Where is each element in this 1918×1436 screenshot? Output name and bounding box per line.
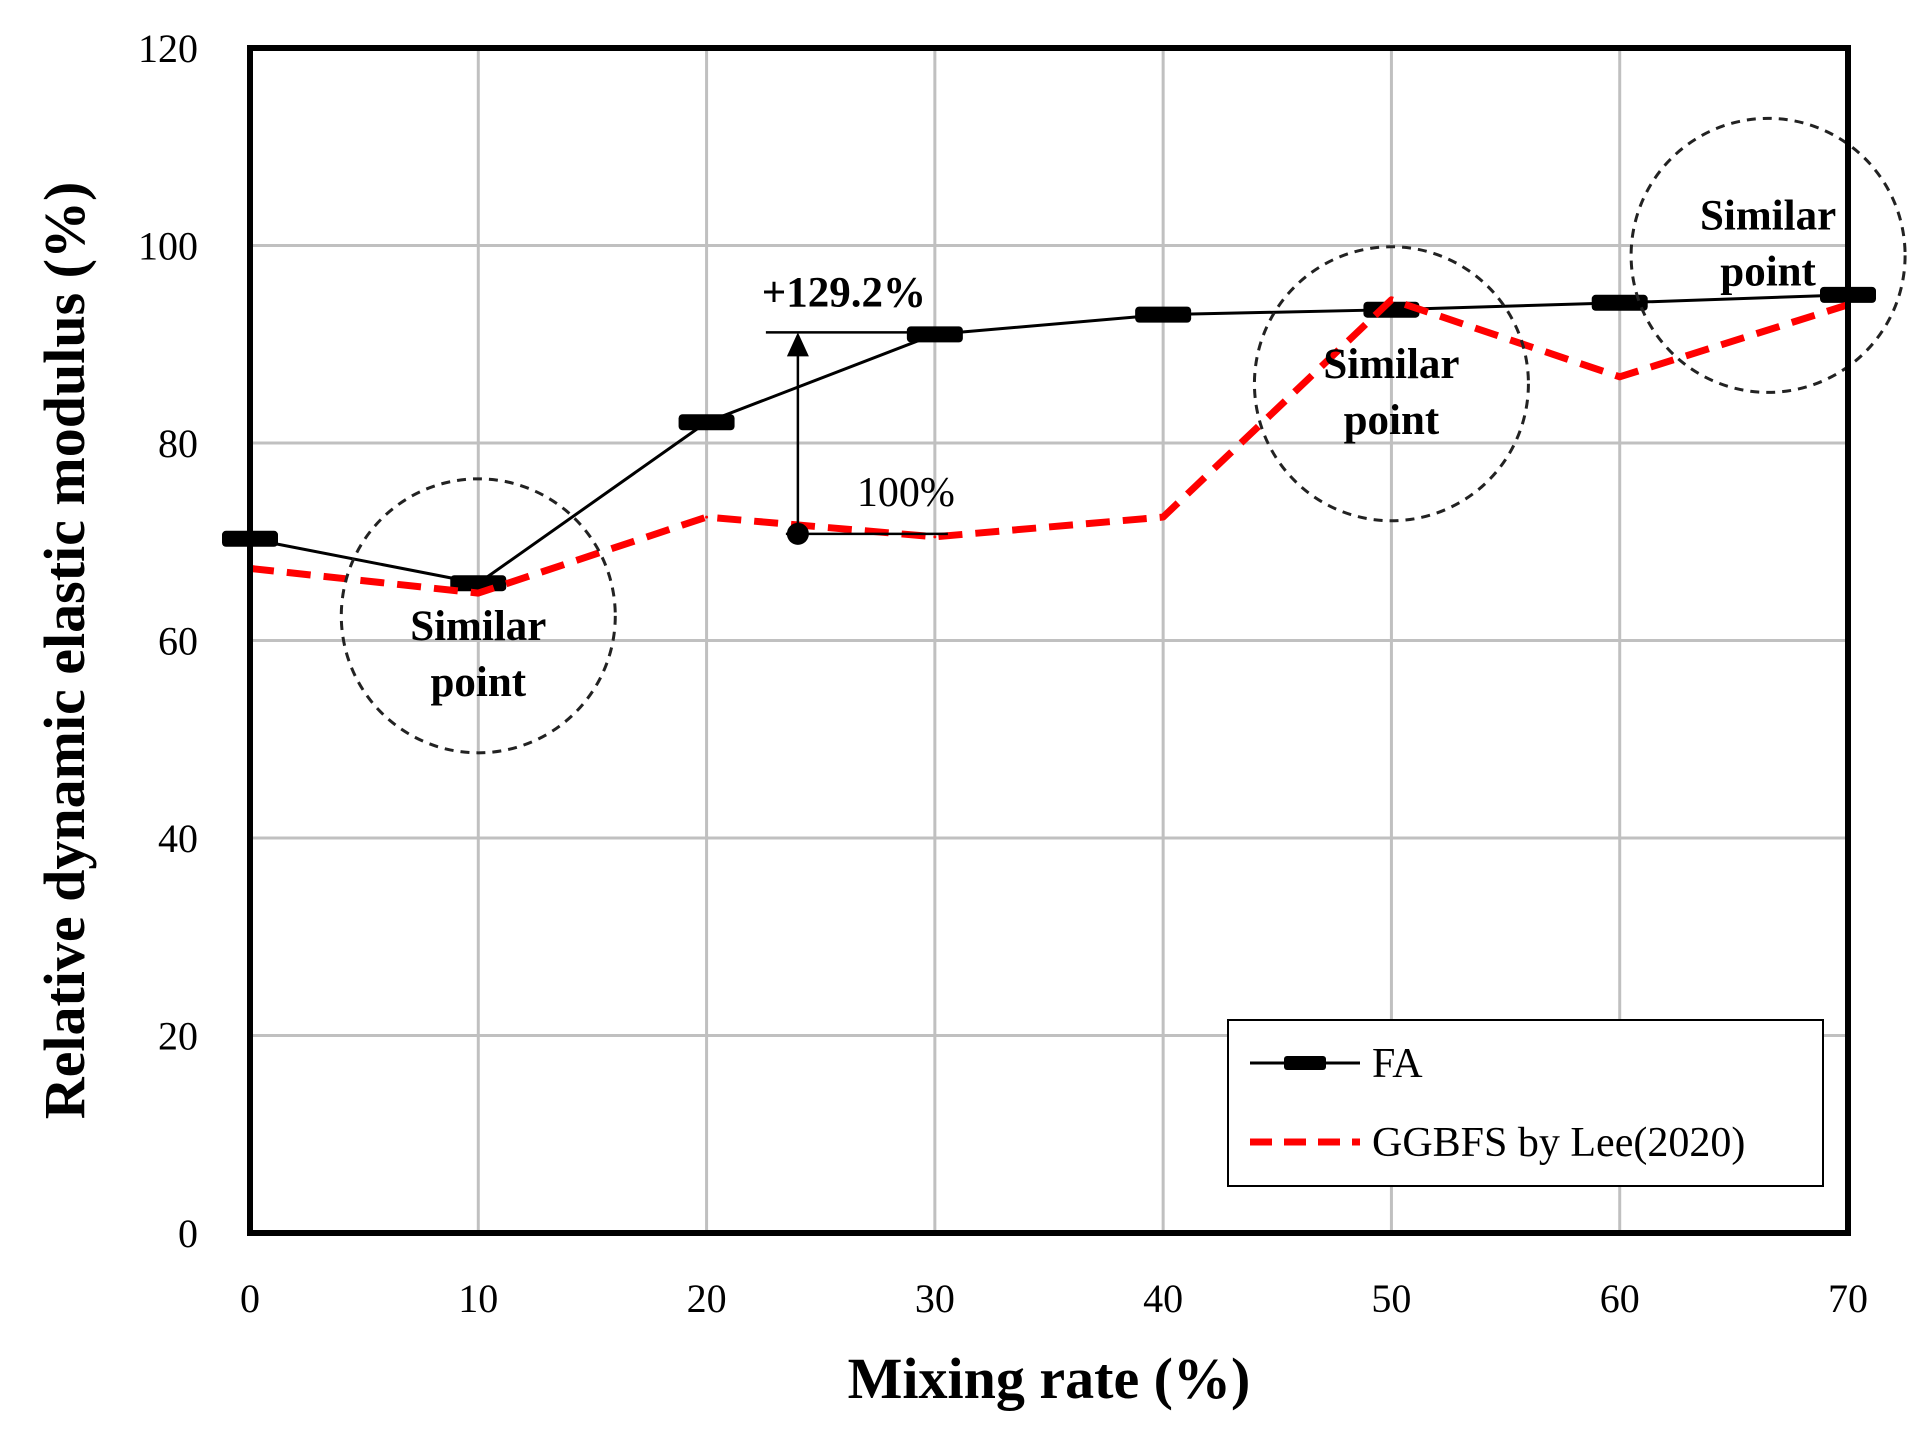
similar-point-label: Similar <box>1323 341 1459 388</box>
similar-point-label: point <box>430 659 526 706</box>
x-axis-title: Mixing rate (%) <box>848 1346 1251 1411</box>
legend-ggbfs-label: GGBFS by Lee(2020) <box>1372 1120 1745 1166</box>
y-tick-label-40: 40 <box>158 816 198 861</box>
ggbfs-point <box>1161 515 1165 519</box>
x-tick-label-20: 20 <box>687 1276 727 1321</box>
similar-point-label: Similar <box>1700 192 1836 239</box>
tick-labels: 0 10 20 30 40 50 60 70 0 20 40 60 80 100 120 <box>138 26 1868 1321</box>
fa-marker <box>1591 294 1648 311</box>
ggbfs-line <box>249 296 1850 597</box>
x-tick-label-40: 40 <box>1143 1276 1183 1321</box>
y-tick-label-60: 60 <box>158 619 198 664</box>
y-tick-label-20: 20 <box>158 1014 198 1059</box>
y-tick-label-80: 80 <box>158 421 198 466</box>
base-label: 100% <box>857 470 955 516</box>
plot-frame <box>247 45 1851 1236</box>
similar-point-circle <box>1252 245 1530 523</box>
annotations: Similar point Similar point Similar point +129… <box>339 116 1907 755</box>
ggbfs-point <box>476 591 480 595</box>
legend-fa-marker <box>1284 1056 1326 1070</box>
ggbfs-point <box>1389 298 1393 302</box>
x-tick-label-0: 0 <box>240 1276 260 1321</box>
ggbfs-point <box>705 515 709 519</box>
similar-point-label: Similar <box>410 603 546 650</box>
x-tick-label-10: 10 <box>458 1276 498 1321</box>
fa-line <box>249 293 1849 585</box>
ggbfs-point <box>933 535 937 539</box>
similar-point-label: point <box>1720 248 1816 295</box>
increase-arrow-head <box>786 332 809 357</box>
similar-point-label: point <box>1344 397 1440 444</box>
legend-box <box>1227 1019 1824 1187</box>
y-tick-label-120: 120 <box>138 26 198 71</box>
legend-fa-label: FA <box>1372 1041 1423 1087</box>
fa-marker <box>450 575 507 592</box>
fa-series <box>222 286 1876 592</box>
x-tick-label-30: 30 <box>915 1276 955 1321</box>
x-tick-label-70: 70 <box>1828 1276 1868 1321</box>
y-tick-label-0: 0 <box>178 1211 198 1256</box>
fa-marker <box>906 326 963 343</box>
x-tick-label-60: 60 <box>1600 1276 1640 1321</box>
fa-marker <box>678 414 735 431</box>
fa-marker <box>1135 306 1192 323</box>
legend: FA GGBFS by Lee(2020) <box>1227 1019 1824 1187</box>
increase-label: +129.2% <box>762 269 926 316</box>
ggbfs-point <box>1618 375 1622 379</box>
similar-point-circle <box>339 477 617 755</box>
base-point-dot <box>786 522 809 545</box>
y-axis-title: Relative dynamic elastic modulus (%) <box>32 182 97 1120</box>
x-tick-label-50: 50 <box>1371 1276 1411 1321</box>
similar-point-circle <box>1629 116 1907 394</box>
y-tick-label-100: 100 <box>138 224 198 269</box>
